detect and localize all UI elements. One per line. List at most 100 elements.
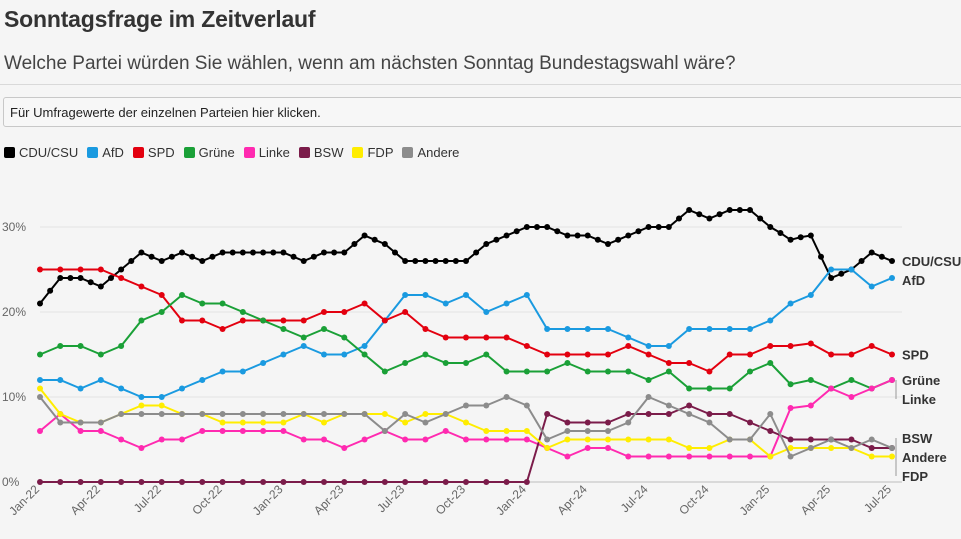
data-point-cdu-csu[interactable]: [523, 224, 530, 230]
data-point-spd[interactable]: [77, 266, 84, 273]
data-point-fdp[interactable]: [57, 411, 64, 417]
data-point-spd[interactable]: [300, 317, 307, 324]
data-point-gr-ne[interactable]: [503, 368, 510, 375]
data-point-spd[interactable]: [767, 343, 774, 349]
data-point-cdu-csu[interactable]: [219, 249, 226, 256]
data-point-andere[interactable]: [706, 419, 713, 426]
data-point-cdu-csu[interactable]: [828, 275, 835, 281]
data-point-fdp[interactable]: [239, 419, 246, 426]
data-point-cdu-csu[interactable]: [77, 275, 84, 281]
data-point-andere[interactable]: [57, 419, 64, 426]
data-point-cdu-csu[interactable]: [625, 232, 632, 239]
data-point-fdp[interactable]: [767, 453, 774, 460]
data-point-cdu-csu[interactable]: [392, 249, 398, 256]
data-point-cdu-csu[interactable]: [747, 207, 753, 213]
data-point-bsw[interactable]: [138, 479, 145, 485]
data-point-andere[interactable]: [665, 402, 672, 409]
data-point-spd[interactable]: [402, 309, 409, 315]
data-point-cdu-csu[interactable]: [665, 224, 672, 230]
data-point-fdp[interactable]: [463, 419, 469, 426]
data-point-linke[interactable]: [686, 453, 693, 460]
data-point-gr-ne[interactable]: [118, 343, 125, 349]
data-point-bsw[interactable]: [645, 411, 652, 417]
data-point-linke[interactable]: [361, 436, 368, 443]
data-point-cdu-csu[interactable]: [250, 249, 256, 256]
data-point-cdu-csu[interactable]: [270, 249, 277, 256]
data-point-fdp[interactable]: [868, 453, 875, 460]
data-point-cdu-csu[interactable]: [554, 228, 561, 235]
data-point-cdu-csu[interactable]: [574, 232, 581, 239]
data-point-fdp[interactable]: [544, 445, 551, 451]
data-point-andere[interactable]: [361, 411, 368, 417]
data-point-afd[interactable]: [77, 385, 84, 392]
data-point-afd[interactable]: [239, 368, 246, 375]
data-point-linke[interactable]: [584, 445, 591, 451]
data-point-fdp[interactable]: [787, 445, 794, 451]
data-point-fdp[interactable]: [706, 445, 713, 451]
data-point-bsw[interactable]: [97, 479, 104, 485]
data-point-andere[interactable]: [442, 411, 449, 417]
data-point-andere[interactable]: [848, 445, 855, 451]
data-point-gr-ne[interactable]: [361, 351, 368, 358]
data-point-andere[interactable]: [726, 436, 733, 443]
data-point-andere[interactable]: [260, 411, 267, 417]
data-point-andere[interactable]: [544, 436, 551, 443]
data-point-bsw[interactable]: [544, 411, 551, 417]
data-point-andere[interactable]: [828, 436, 835, 443]
data-point-spd[interactable]: [158, 292, 165, 298]
data-point-afd[interactable]: [361, 343, 368, 349]
data-point-bsw[interactable]: [523, 479, 530, 485]
data-point-cdu-csu[interactable]: [87, 279, 94, 286]
data-point-cdu-csu[interactable]: [118, 266, 125, 273]
data-point-linke[interactable]: [463, 436, 469, 443]
data-point-cdu-csu[interactable]: [158, 258, 165, 264]
data-point-cdu-csu[interactable]: [199, 258, 206, 264]
data-point-cdu-csu[interactable]: [422, 258, 429, 264]
data-point-linke[interactable]: [199, 428, 206, 434]
data-point-cdu-csu[interactable]: [381, 241, 388, 247]
data-point-afd[interactable]: [260, 360, 267, 366]
data-point-spd[interactable]: [57, 266, 64, 273]
data-point-cdu-csu[interactable]: [807, 232, 814, 239]
data-point-spd[interactable]: [523, 343, 530, 349]
data-point-cdu-csu[interactable]: [858, 258, 865, 264]
data-point-linke[interactable]: [787, 405, 794, 412]
data-point-spd[interactable]: [219, 326, 226, 332]
data-point-cdu-csu[interactable]: [534, 224, 540, 230]
data-point-linke[interactable]: [300, 436, 307, 443]
data-point-andere[interactable]: [605, 428, 611, 434]
data-point-afd[interactable]: [219, 368, 226, 375]
data-point-afd[interactable]: [747, 326, 753, 332]
data-point-cdu-csu[interactable]: [179, 249, 185, 256]
data-point-linke[interactable]: [321, 436, 327, 443]
data-point-andere[interactable]: [564, 428, 571, 434]
data-point-gr-ne[interactable]: [37, 351, 43, 358]
data-point-afd[interactable]: [280, 351, 287, 358]
data-point-gr-ne[interactable]: [422, 351, 429, 358]
data-point-afd[interactable]: [625, 334, 632, 341]
data-point-cdu-csu[interactable]: [452, 258, 459, 264]
data-point-bsw[interactable]: [442, 479, 449, 485]
data-point-bsw[interactable]: [300, 479, 307, 485]
data-point-bsw[interactable]: [422, 479, 429, 485]
data-point-linke[interactable]: [442, 428, 449, 434]
data-point-gr-ne[interactable]: [321, 326, 327, 332]
data-point-bsw[interactable]: [787, 436, 794, 443]
data-point-spd[interactable]: [463, 334, 469, 341]
data-point-gr-ne[interactable]: [463, 360, 469, 366]
data-point-afd[interactable]: [402, 292, 409, 298]
data-point-cdu-csu[interactable]: [564, 232, 571, 239]
data-point-cdu-csu[interactable]: [432, 258, 439, 264]
data-point-cdu-csu[interactable]: [797, 234, 804, 241]
data-point-spd[interactable]: [807, 340, 814, 347]
data-point-fdp[interactable]: [422, 411, 429, 417]
data-point-fdp[interactable]: [645, 436, 652, 443]
data-point-spd[interactable]: [280, 317, 287, 324]
data-point-gr-ne[interactable]: [158, 309, 165, 315]
data-point-cdu-csu[interactable]: [473, 249, 480, 256]
data-point-bsw[interactable]: [158, 479, 165, 485]
data-point-gr-ne[interactable]: [179, 292, 185, 298]
data-point-bsw[interactable]: [321, 479, 327, 485]
data-point-gr-ne[interactable]: [726, 385, 733, 392]
data-point-spd[interactable]: [381, 317, 388, 324]
